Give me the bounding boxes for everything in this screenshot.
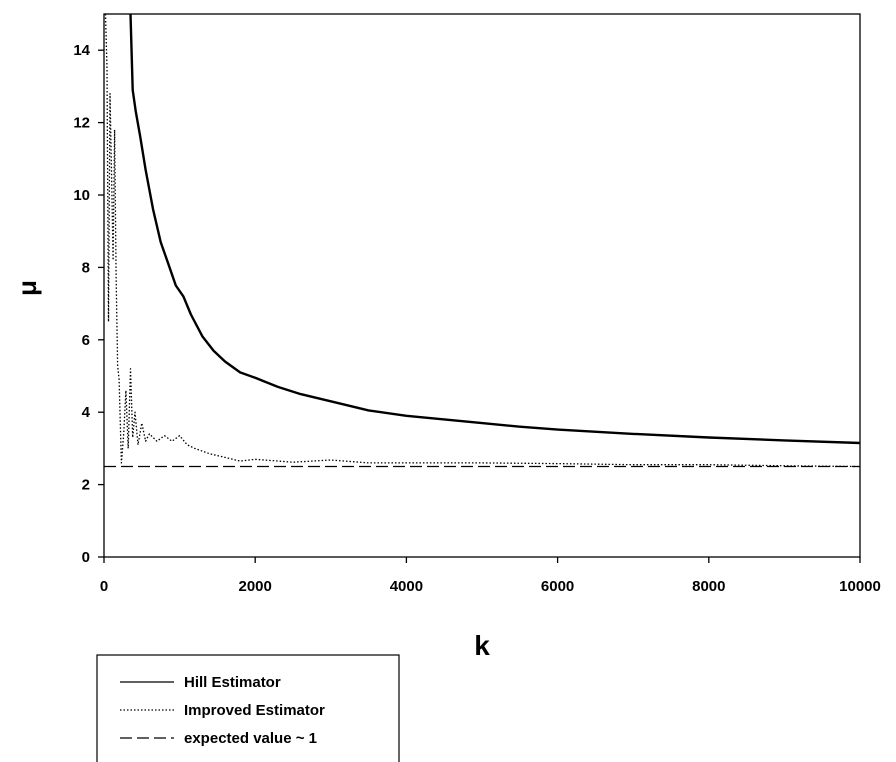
- legend-label-hill: Hill Estimator: [184, 674, 281, 691]
- x-tick-label: 4000: [390, 578, 423, 595]
- x-tick-label: 6000: [541, 578, 574, 595]
- y-axis: 0 2 4 6 8 10 12 14: [73, 42, 104, 566]
- y-tick-label: 6: [82, 332, 90, 349]
- y-tick-label: 0: [82, 549, 90, 566]
- y-tick-label: 12: [73, 115, 90, 132]
- x-tick-label: 2000: [239, 578, 272, 595]
- legend-label-improved: Improved Estimator: [184, 702, 325, 719]
- series-layer: [104, 13, 861, 468]
- y-tick-label: 2: [82, 477, 90, 494]
- x-tick-label: 0: [100, 578, 108, 595]
- y-tick-label: 4: [82, 404, 91, 421]
- x-axis-label: k: [474, 630, 490, 661]
- legend: Hill Estimator Improved Estimator expect…: [96, 654, 400, 762]
- legend-label-expected: expected value ~ 1: [184, 730, 317, 747]
- series-hill-estimator: [129, 13, 861, 445]
- x-tick-label: 8000: [692, 578, 725, 595]
- x-axis: 0 2000 4000 6000 8000 10000: [100, 557, 881, 595]
- legend-box: [96, 654, 400, 762]
- y-tick-label: 8: [82, 259, 90, 276]
- series-improved-estimator: [104, 13, 861, 468]
- y-tick-label: 14: [73, 42, 90, 59]
- x-tick-label: 10000: [839, 578, 881, 595]
- y-axis-label: μ: [12, 280, 42, 296]
- plot-area: [103, 13, 861, 558]
- y-tick-label: 10: [73, 187, 90, 204]
